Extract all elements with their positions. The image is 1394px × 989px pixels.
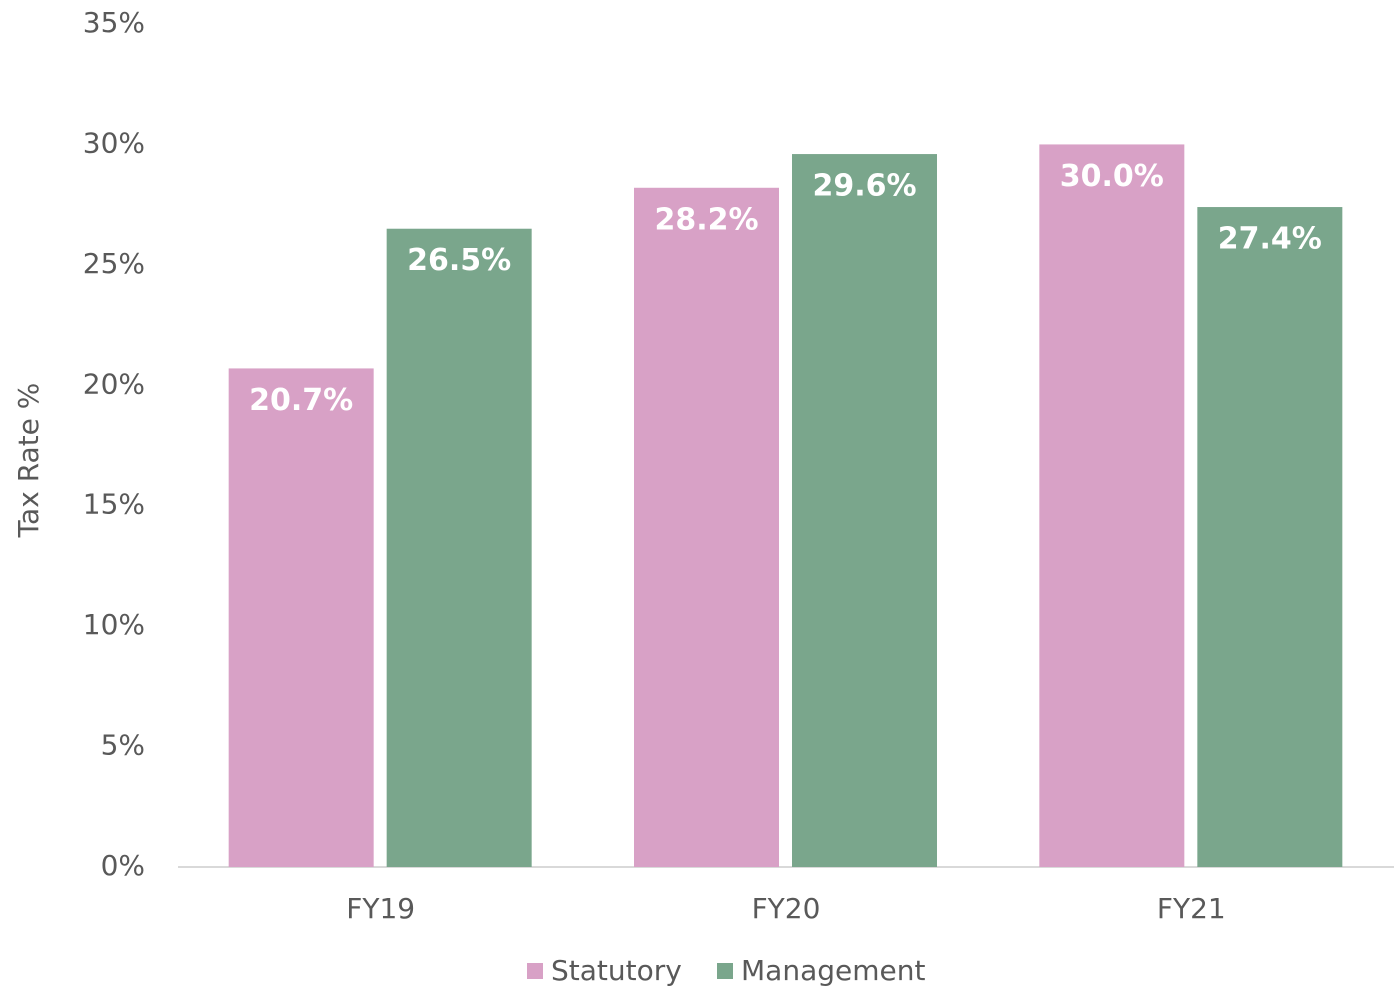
x-tick-label: FY20 bbox=[752, 892, 821, 925]
bar bbox=[1039, 144, 1185, 867]
y-tick-label: 10% bbox=[83, 608, 145, 641]
legend-swatch bbox=[527, 963, 543, 979]
data-label: 26.5% bbox=[407, 243, 511, 278]
bar bbox=[228, 368, 374, 867]
bar bbox=[634, 187, 779, 868]
x-tick-label: FY21 bbox=[1157, 892, 1226, 925]
y-tick-label: 15% bbox=[83, 488, 145, 521]
y-tick-label: 25% bbox=[83, 247, 145, 280]
data-label: 28.2% bbox=[654, 202, 758, 237]
x-tick-label: FY19 bbox=[346, 892, 415, 925]
y-tick-label: 0% bbox=[101, 849, 145, 882]
y-tick-label: 20% bbox=[83, 367, 145, 400]
legend-label: Statutory bbox=[551, 954, 682, 987]
data-label: 30.0% bbox=[1060, 159, 1164, 194]
legend-label: Management bbox=[741, 954, 925, 987]
y-tick-label: 5% bbox=[101, 729, 145, 762]
bar bbox=[792, 154, 937, 867]
bar bbox=[1197, 207, 1343, 868]
y-tick-label: 30% bbox=[83, 126, 145, 159]
y-tick-label: 35% bbox=[83, 6, 145, 39]
data-label: 27.4% bbox=[1218, 222, 1322, 257]
legend-swatch bbox=[717, 963, 733, 979]
y-axis-label: Tax Rate % bbox=[12, 383, 45, 539]
data-label: 20.7% bbox=[249, 383, 353, 418]
bar bbox=[386, 228, 532, 867]
data-label: 29.6% bbox=[812, 169, 916, 204]
